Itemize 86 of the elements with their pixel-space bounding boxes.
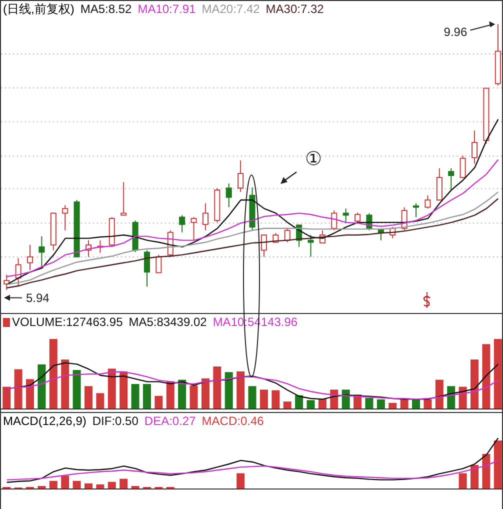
bar: [283, 402, 292, 409]
bar: [295, 395, 304, 409]
bar: [49, 480, 58, 489]
candlestick: [190, 216, 197, 241]
text: MA30:7.32: [266, 1, 324, 17]
bar: [131, 384, 140, 409]
bar: [190, 385, 198, 409]
bar: [482, 344, 490, 409]
text: MA10:7.91: [138, 1, 196, 17]
bar: [494, 440, 502, 489]
candlestick: [424, 194, 431, 210]
bar: [72, 480, 81, 489]
bar: [458, 473, 467, 489]
bar: [470, 360, 479, 409]
bar: [142, 384, 151, 409]
candlestick: [260, 234, 267, 258]
text: DIF:0.50: [92, 413, 138, 429]
text: DEA:0.27: [144, 413, 196, 429]
annotation: 9.96: [444, 25, 468, 40]
candlestick: [354, 212, 361, 223]
candlestick: [38, 236, 45, 268]
bar: [108, 368, 116, 409]
bar: [260, 390, 268, 409]
candlestick: [471, 130, 478, 164]
bar: [272, 390, 280, 409]
text: MA5:83439.02: [128, 314, 207, 330]
bar: [342, 390, 350, 409]
candlestick: [238, 160, 244, 193]
candlestick: [226, 182, 232, 208]
bar: [224, 372, 233, 409]
chart-title: MACD(12,26,9): [3, 413, 86, 429]
text: MA5:8.52: [80, 1, 132, 17]
chart-title: (日线,前复权): [3, 1, 74, 17]
bar: [248, 386, 256, 409]
candlestick: [436, 168, 442, 200]
candlestick: [144, 250, 150, 288]
bar: [236, 473, 245, 489]
bar: [61, 476, 70, 489]
bar: [49, 339, 58, 409]
bar: [388, 402, 397, 409]
bar: [376, 399, 385, 409]
candlestick: [26, 244, 34, 271]
bar: [154, 396, 163, 409]
candlestick: [308, 234, 314, 258]
bar: [84, 386, 92, 409]
bar: [470, 465, 479, 489]
annotation: ①: [305, 148, 322, 170]
bar: [120, 371, 128, 409]
bar: [482, 454, 490, 489]
bar: [2, 386, 11, 409]
bar: [365, 398, 374, 409]
bar: [61, 360, 70, 409]
bar: [494, 339, 502, 409]
bar: [306, 400, 315, 409]
text: MA20:7.42: [202, 1, 260, 17]
bar: [84, 483, 92, 489]
legend-label: VOLUME:127463.95: [11, 314, 123, 330]
candlestick: [448, 168, 454, 191]
bar: [72, 370, 81, 409]
text: MACD:0.46: [202, 413, 264, 429]
candlestick: [120, 182, 127, 216]
bar: [26, 379, 34, 409]
bar: [108, 482, 116, 489]
annotation: 5.94: [26, 290, 50, 305]
bar: [435, 380, 444, 409]
candlestick: [179, 214, 186, 233]
bar: [120, 478, 128, 489]
candlestick: [62, 204, 68, 231]
bar: [412, 399, 420, 409]
candlestick: [4, 274, 10, 290]
bar: [14, 369, 22, 409]
candlestick: [284, 228, 290, 243]
bar: [96, 484, 104, 489]
candlestick: [331, 210, 338, 231]
candlestick: [342, 208, 349, 224]
bar: [96, 393, 104, 409]
candlestick: [156, 254, 162, 274]
bar: [213, 366, 222, 409]
candlestick: [202, 202, 208, 231]
candlestick: [413, 202, 420, 218]
bar: [38, 364, 46, 409]
bar: [201, 378, 210, 409]
bar: [166, 381, 174, 409]
candlestick: [460, 155, 466, 179]
bar: [424, 399, 432, 409]
bar: [236, 371, 245, 409]
